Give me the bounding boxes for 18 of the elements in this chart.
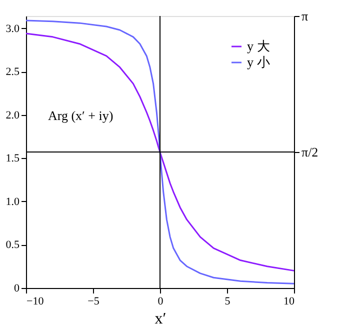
x-tick-label: 5 [224, 296, 231, 308]
y-tick-label: 1.5 [6, 152, 20, 165]
y-tick-label: 1.0 [6, 196, 20, 208]
y2-tick-label: π [302, 8, 308, 24]
x-tick-label: 10 [284, 296, 295, 308]
x-axis-title: x′ [154, 310, 166, 328]
annotation: Arg (x′ + iy) [48, 108, 114, 123]
x-tick-label: −5 [88, 296, 100, 308]
legend-label: y 小 [247, 54, 270, 70]
y2-tick-label: π/2 [302, 144, 318, 160]
y-tick-label: 2.5 [6, 66, 20, 78]
legend-label: y 大 [247, 38, 270, 54]
x-tick-label: 0 [158, 296, 164, 308]
x-tick-label: −10 [26, 296, 44, 308]
y-tick-label: 2.0 [6, 109, 20, 122]
y-tick-label: 0 [14, 282, 20, 294]
y-tick-label: 3.0 [6, 22, 20, 35]
y-tick-label: 0.5 [6, 239, 20, 252]
